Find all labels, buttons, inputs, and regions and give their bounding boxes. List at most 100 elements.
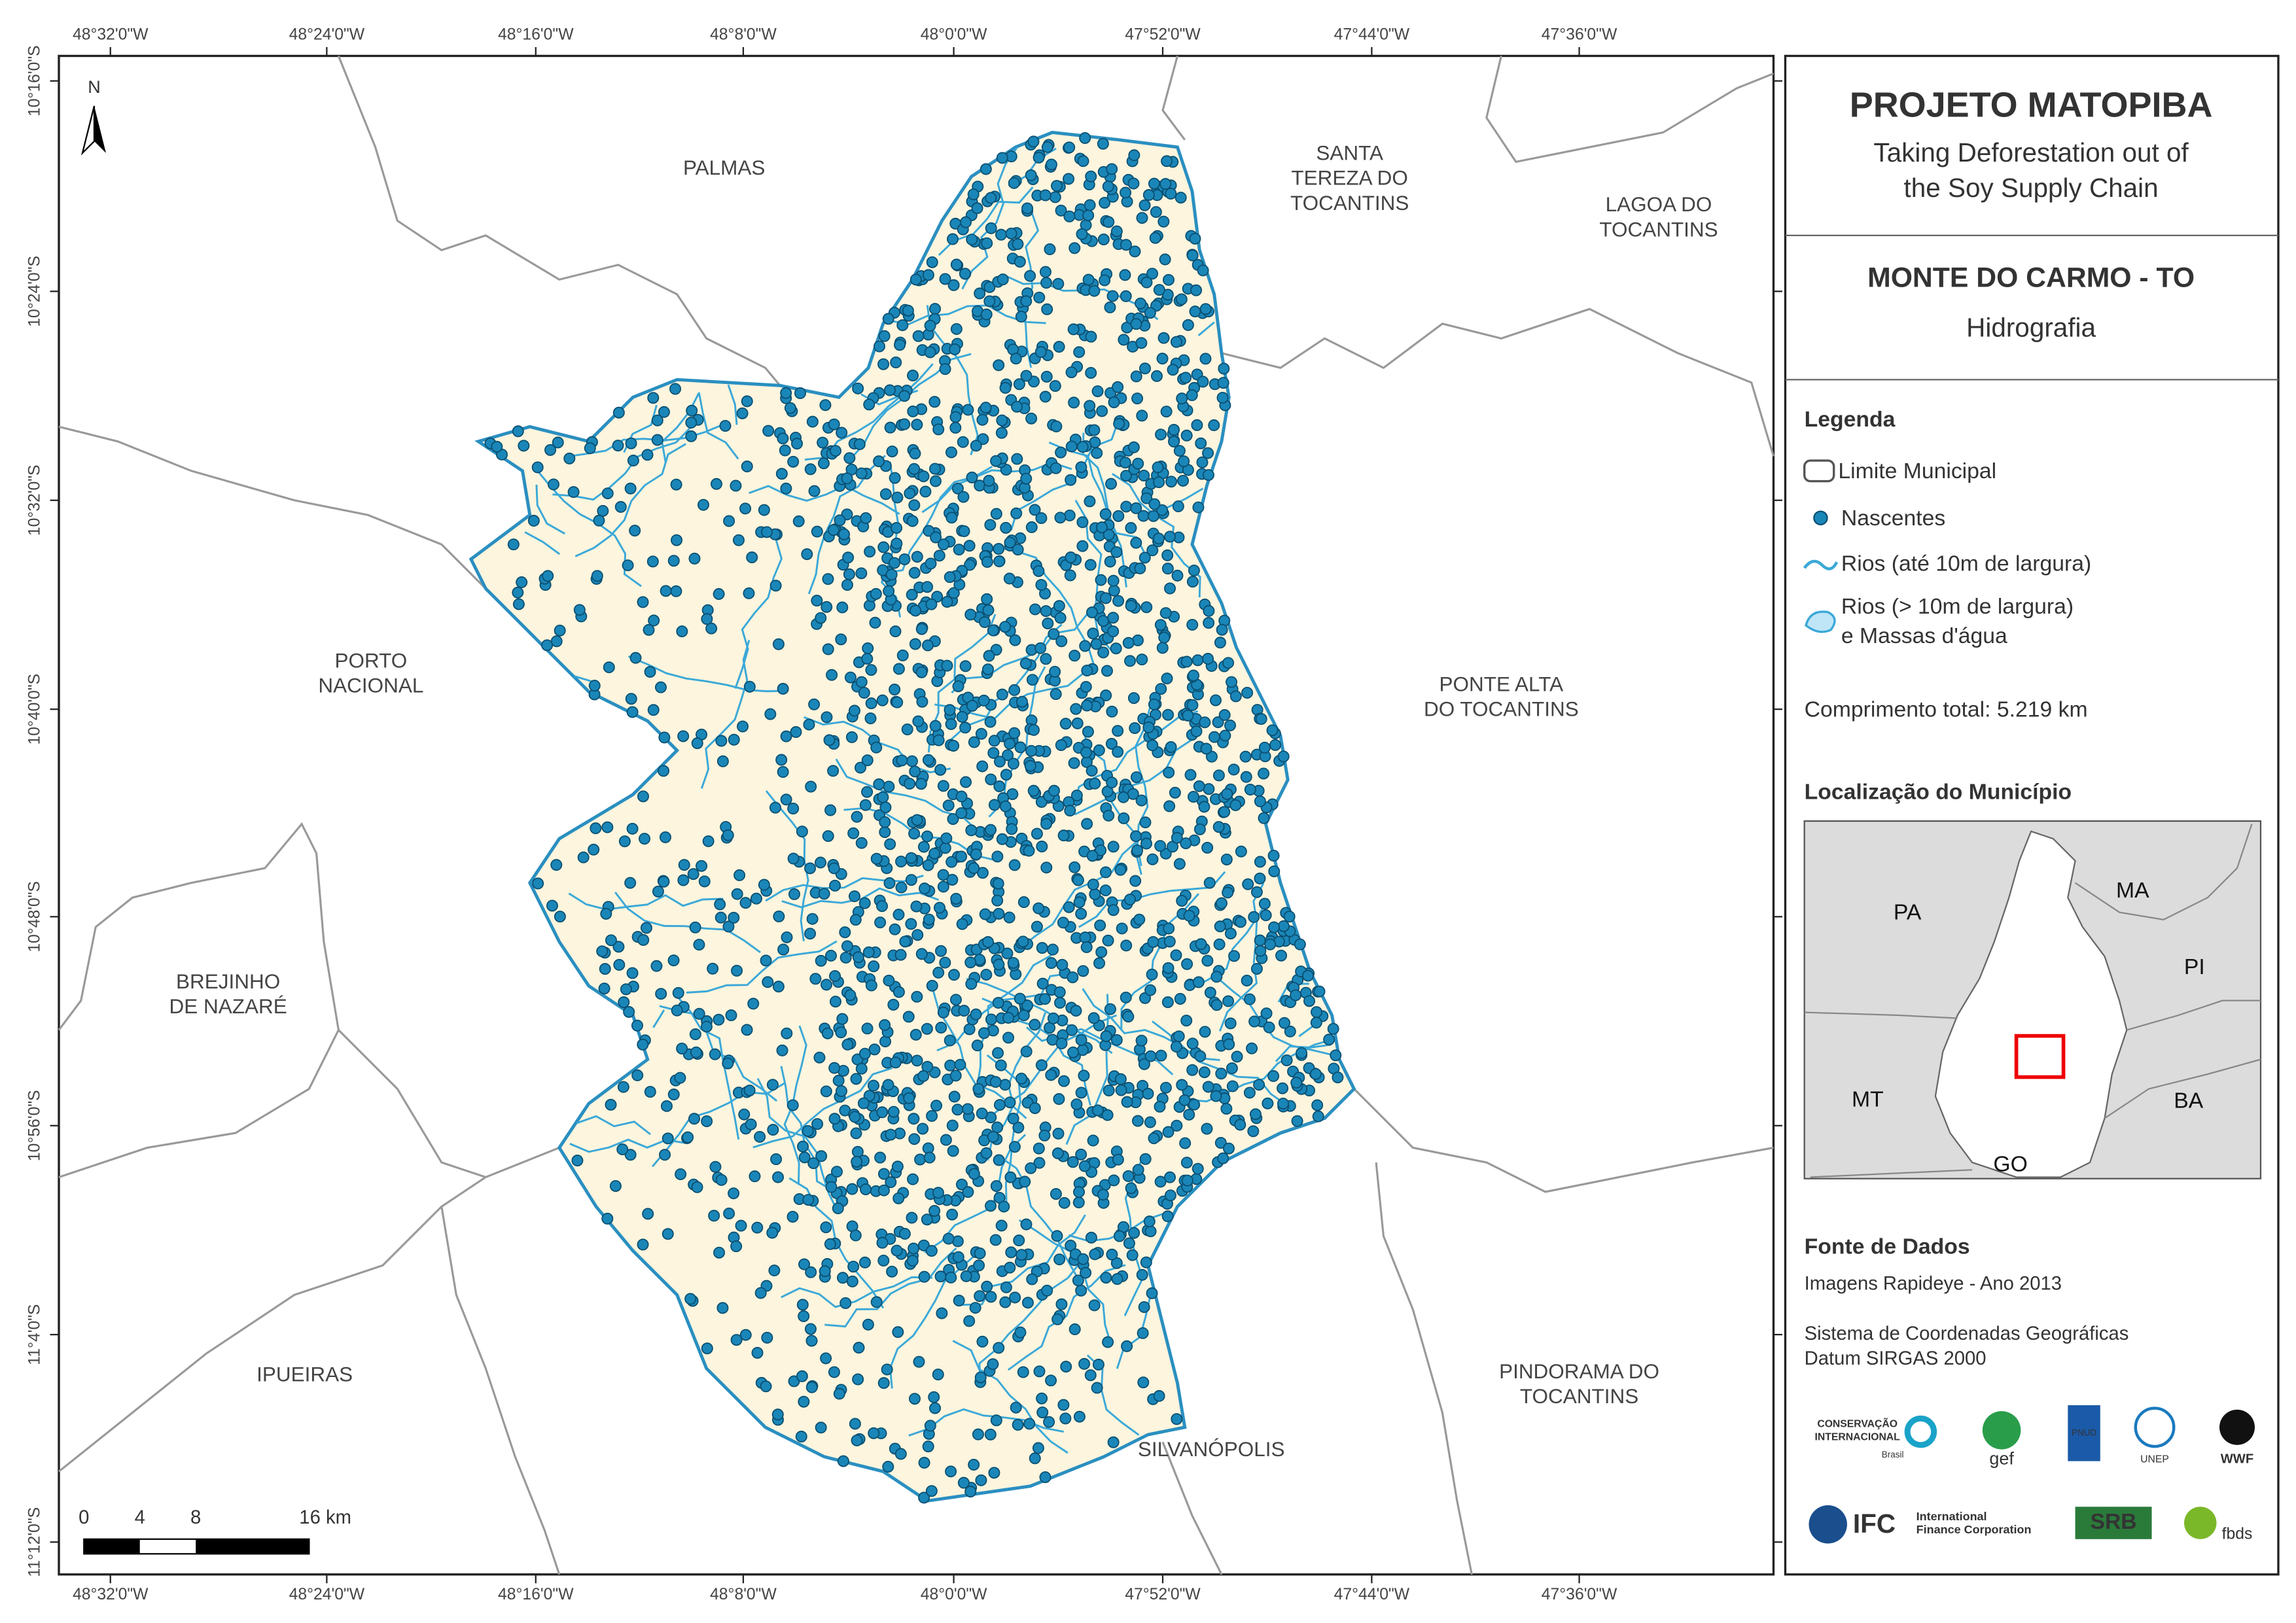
spring (891, 1244, 903, 1257)
spring (1173, 445, 1186, 457)
spring (1084, 559, 1097, 571)
spring (889, 1056, 902, 1069)
spring (858, 686, 870, 699)
spring (769, 580, 782, 592)
scale-label: 16 km (299, 1507, 351, 1528)
spring (714, 898, 726, 911)
river (614, 892, 761, 953)
spring (1268, 921, 1280, 934)
spring (860, 1183, 872, 1196)
spring (768, 1265, 781, 1277)
river (1218, 882, 1265, 1032)
legend-label: Nascentes (1841, 506, 1945, 531)
spring (883, 384, 896, 396)
spring (911, 419, 923, 431)
spring (1075, 1087, 1087, 1099)
spring (1077, 965, 1089, 977)
spring (1140, 276, 1153, 288)
spring (906, 1255, 919, 1267)
spring (1195, 938, 1207, 951)
spring (821, 1027, 834, 1039)
spring (626, 967, 639, 979)
spring (891, 696, 904, 708)
spring (925, 1485, 938, 1497)
spring (1045, 957, 1057, 969)
spring (617, 1081, 629, 1093)
spring (915, 778, 927, 790)
neighbour-border (58, 55, 1775, 1575)
spring (815, 954, 827, 967)
spring (1009, 1291, 1021, 1304)
spring (968, 1168, 980, 1180)
spring (907, 370, 919, 382)
spring (1138, 1301, 1150, 1314)
spring (1088, 1299, 1101, 1312)
river (700, 640, 751, 789)
spring (1186, 249, 1199, 262)
spring (1120, 500, 1133, 513)
spring (1102, 934, 1114, 947)
spring (1246, 1042, 1258, 1055)
spring (911, 814, 923, 826)
spring (1226, 676, 1238, 688)
spring (1070, 703, 1082, 715)
river (568, 892, 724, 911)
spring (981, 1280, 993, 1293)
spring (512, 598, 525, 610)
spring (1156, 504, 1169, 516)
spring (1021, 999, 1034, 1011)
spring (690, 1046, 702, 1058)
spring (870, 852, 883, 865)
spring (960, 1270, 972, 1282)
spring (1130, 502, 1142, 514)
place-label: IPUEIRAS (256, 1362, 353, 1386)
spring (919, 485, 932, 498)
spring (1107, 612, 1120, 624)
spring (1119, 457, 1131, 469)
spring (1032, 1442, 1044, 1454)
scale-bar: 0 4 8 16 km (79, 1507, 351, 1555)
spring (991, 894, 1004, 907)
spring (855, 467, 868, 480)
spring (707, 962, 719, 975)
spring (982, 936, 994, 949)
spring (781, 1027, 793, 1039)
spring (945, 446, 957, 459)
spring (981, 556, 993, 568)
spring (903, 1092, 915, 1104)
spring (1097, 233, 1110, 245)
spring (1027, 724, 1040, 736)
place-label: NACIONAL (318, 674, 423, 697)
river (727, 384, 738, 425)
spring (1258, 741, 1271, 754)
river (535, 484, 566, 535)
spring (910, 604, 922, 617)
spring (1277, 750, 1290, 763)
spring (976, 1108, 988, 1120)
spring (1127, 692, 1140, 705)
spring (1183, 1108, 1195, 1121)
spring (908, 499, 921, 512)
spring (1051, 1313, 1064, 1325)
spring (1224, 1017, 1237, 1030)
river (752, 1067, 893, 1149)
spring (1231, 1051, 1243, 1063)
spring (629, 525, 641, 537)
spring (1197, 375, 1209, 388)
spring (984, 1428, 997, 1440)
spring (1093, 744, 1105, 756)
spring (989, 1075, 1002, 1088)
spring (631, 1069, 644, 1081)
spring (1183, 909, 1195, 922)
spring (1162, 962, 1174, 974)
source-line: Sistema de Coordenadas Geográficas (1805, 1323, 2129, 1344)
spring (1014, 992, 1026, 1005)
spring (824, 804, 837, 816)
spring (805, 1381, 818, 1393)
spring (949, 421, 962, 434)
spring (932, 423, 945, 436)
spring (821, 711, 833, 724)
spring (936, 1307, 948, 1319)
spring (1162, 1126, 1174, 1138)
spring (1277, 1097, 1289, 1109)
